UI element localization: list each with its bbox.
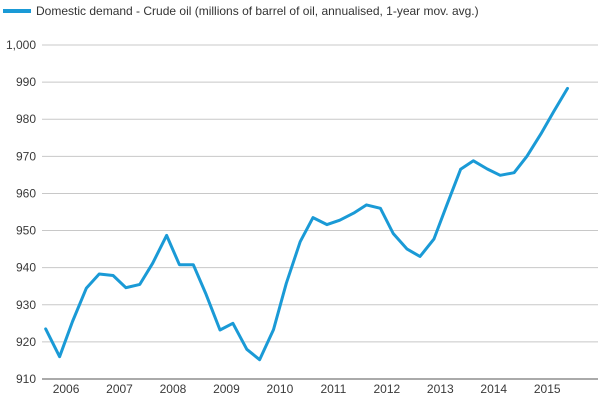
y-tick-label: 1,000 <box>6 38 36 52</box>
legend-swatch <box>3 9 31 13</box>
y-axis: 910 920 930 940 950 960 970 980 990 1,000 <box>6 38 36 386</box>
y-tick-label: 980 <box>16 112 36 126</box>
x-tick-label: 2012 <box>373 382 400 396</box>
y-tick-label: 960 <box>16 186 36 200</box>
y-tick-label: 940 <box>16 261 36 275</box>
x-tick-label: 2008 <box>160 382 187 396</box>
y-tick-label: 920 <box>16 335 36 349</box>
legend-label: Domestic demand - Crude oil (millions of… <box>36 4 479 18</box>
legend: Domestic demand - Crude oil (millions of… <box>3 4 479 18</box>
x-tick-label: 2009 <box>213 382 240 396</box>
grid <box>42 44 598 380</box>
series-line <box>44 86 569 362</box>
y-tick-label: 930 <box>16 298 36 312</box>
y-tick-label: 950 <box>16 224 36 238</box>
x-tick-label: 2015 <box>534 382 561 396</box>
x-tick-label: 2007 <box>106 382 133 396</box>
y-tick-label: 910 <box>16 372 36 386</box>
x-tick-label: 2011 <box>320 382 346 396</box>
series-layer <box>44 86 569 362</box>
x-axis: 2006 2007 2008 2009 2010 2011 2012 2013 2014 2015 <box>53 382 561 396</box>
x-tick-label: 2010 <box>267 382 294 396</box>
y-tick-label: 990 <box>16 75 36 89</box>
y-tick-label: 970 <box>16 149 36 163</box>
x-tick-label: 2006 <box>53 382 80 396</box>
x-tick-label: 2014 <box>480 382 507 396</box>
x-tick-label: 2013 <box>427 382 454 396</box>
